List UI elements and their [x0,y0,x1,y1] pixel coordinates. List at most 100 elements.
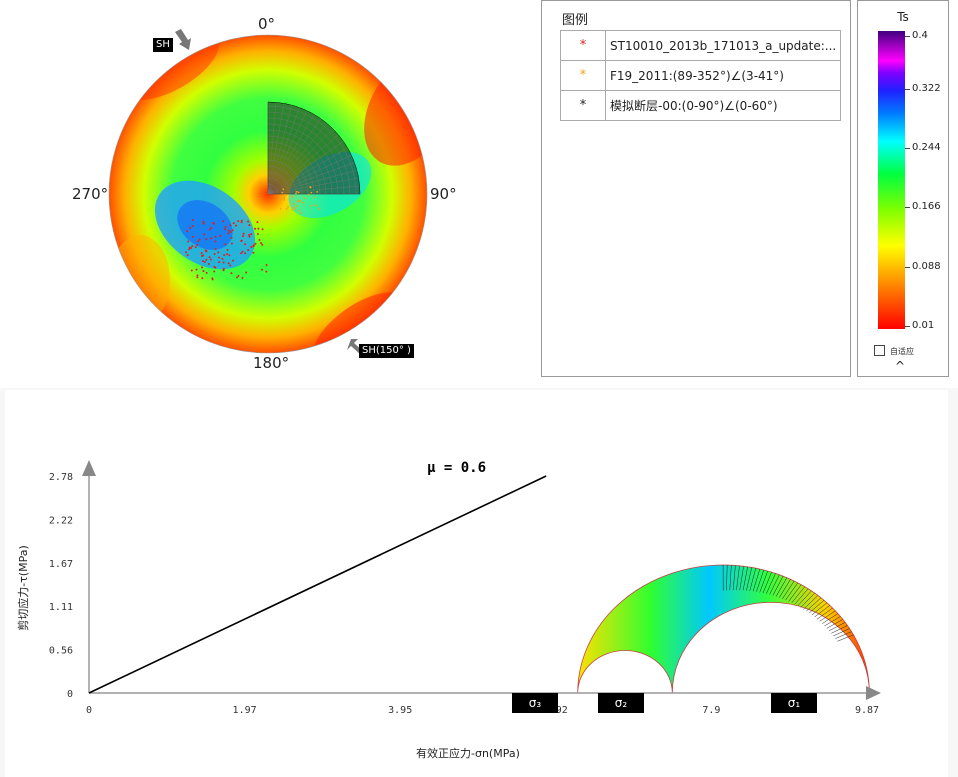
pole-point [248,224,251,227]
colorbar-tick [905,36,910,37]
pole-point [241,276,244,279]
pole-point [185,251,188,254]
sh-top-tag: SH [153,38,173,52]
pole-point [302,201,304,204]
pole-point [247,220,250,223]
pole-point [316,190,319,193]
pole-point [244,252,247,255]
colorbar-label: 0.01 [912,320,935,331]
stereonet-panel: 0° 90° 180° 270° SH SH(150° ) 图例 * ST100… [0,0,958,388]
pole-point [248,235,251,238]
pole-point [229,231,232,234]
sector-ray [267,102,277,195]
pole-point [214,247,217,250]
pole-point [279,207,282,210]
pole-point [300,212,303,215]
pole-point [191,219,194,222]
pole-point [265,264,268,267]
pole-point [200,252,203,255]
legend-table: * ST10010_2013b_171013_a_update:... * F1… [560,30,842,121]
colorbar-title: Ts [897,10,909,24]
pole-point [205,258,208,261]
sector-ray [267,107,300,195]
pole-point [256,221,259,224]
pole-point [205,238,208,241]
north-label: 0° [258,15,276,33]
pole-point [245,271,248,274]
pole-point [240,219,243,222]
legend-row[interactable]: * ST10010_2013b_171013_a_update:... [560,30,842,61]
pole-point [303,197,306,199]
pole-point [223,254,226,257]
legend-panel: 图例 * ST10010_2013b_171013_a_update:... *… [541,0,851,377]
pole-point [240,252,243,255]
pole-point [201,277,204,280]
pole-point [282,197,285,200]
pole-point [292,203,295,205]
pole-point [313,196,316,199]
pole-point [231,229,234,232]
colorbar-label: 0.244 [912,142,941,153]
pole-point [237,220,240,223]
pole-point [284,193,287,196]
collapse-caret-icon[interactable]: ^ [895,359,906,373]
sector-ray [267,114,315,195]
sector-ray [267,105,293,195]
pole-point [227,262,230,265]
pole-point [281,191,284,194]
pole-point [291,195,293,198]
pole-point [309,186,312,189]
pole-point [240,239,243,242]
colorbar-gradient [878,31,905,329]
pole-point [247,249,250,252]
adaptive-checkbox-label: 自适应 [890,347,914,356]
pole-point [210,226,213,229]
pole-point [210,237,213,240]
pole-point [213,270,216,273]
pole-point [241,250,244,253]
colorbar-label: 0.4 [912,30,928,41]
adaptive-checkbox[interactable] [874,345,885,356]
pole-point [227,232,230,235]
sector-ray [267,141,344,195]
pole-point [207,262,210,265]
colorbar-label: 0.166 [912,201,941,212]
legend-title: 图例 [562,13,589,28]
pole-point [214,240,217,243]
pole-point [196,276,199,279]
sigma1-tag: σ₁ [771,693,817,713]
pole-point [293,206,296,209]
pole-point [221,257,224,260]
pole-point [230,236,233,239]
legend-row[interactable]: * F19_2011:(89-352°)∠(3-41°) [560,60,842,91]
pole-point [186,254,189,257]
pole-point [258,239,261,242]
pole-point [250,245,253,248]
colorbar-tick [905,148,910,149]
pole-point [261,243,264,246]
colorbar-label: 0.088 [912,261,941,272]
colorbar-tick [905,326,910,327]
pole-point [235,276,238,279]
pole-point [291,208,294,211]
pole-point [260,241,263,244]
pole-point [254,227,257,230]
y-axis-title: 剪切应力-τ(MPa) [17,545,30,631]
pole-point [242,232,245,235]
pole-point [208,256,211,259]
pole-point [252,251,255,254]
pole-point [195,268,198,271]
legend-row[interactable]: * 模拟断层-00:(0-90°)∠(0-60°) [560,90,842,121]
sector-ray [267,123,328,195]
sector-ray [267,185,360,195]
legend-text: 模拟断层-00:(0-90°)∠(0-60°) [604,90,842,121]
pole-point [222,261,225,264]
legend-symbol: * [560,30,606,61]
mohr-panel [5,390,948,777]
pole-point [189,227,192,230]
sector-ray [267,147,348,195]
pole-point [218,256,221,259]
pole-point [213,253,216,256]
pole-point [205,250,208,253]
pole-point [202,220,205,223]
